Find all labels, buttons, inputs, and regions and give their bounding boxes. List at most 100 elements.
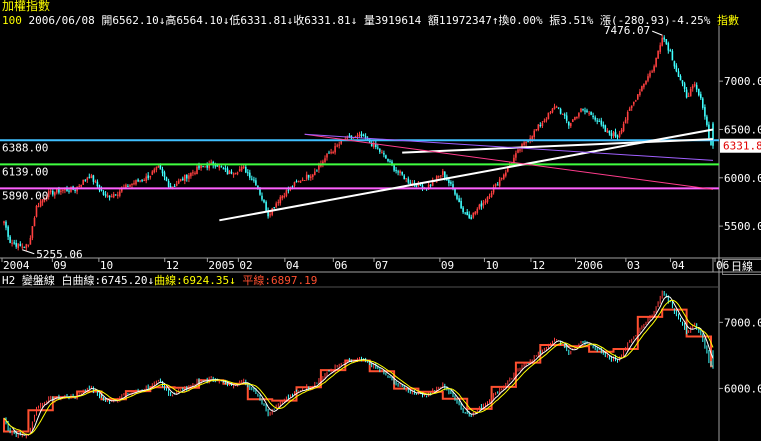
lower-candlestick-series xyxy=(3,290,714,439)
candle-body xyxy=(614,131,617,137)
candle-body xyxy=(43,198,46,201)
lower-y-tick-label: 7000.0 xyxy=(724,316,761,329)
candle-body xyxy=(476,208,479,213)
candle-body xyxy=(340,140,342,144)
candle-body xyxy=(403,175,405,179)
candle-body xyxy=(444,171,446,178)
candle-body xyxy=(287,189,290,191)
candle-body xyxy=(21,246,24,248)
candle-body xyxy=(407,178,410,183)
candle-body xyxy=(356,135,359,137)
candle-body xyxy=(253,179,255,181)
candle-body xyxy=(145,176,147,181)
candle-body xyxy=(92,175,95,182)
y-tick-label: 6500.0 xyxy=(724,123,761,136)
x-tick-label: 04 xyxy=(671,259,685,272)
y-tick-label: 7000.0 xyxy=(724,75,761,88)
info-open: 開6562.10↓ xyxy=(101,14,166,27)
candle-body xyxy=(563,114,566,116)
candle-body xyxy=(409,182,412,185)
x-tick-label: 2004 xyxy=(3,259,30,272)
candle-body xyxy=(112,194,115,198)
candle-body xyxy=(584,110,586,112)
candle-body xyxy=(62,189,64,191)
candle-body xyxy=(582,109,584,111)
candle-body xyxy=(387,159,389,162)
candle-body xyxy=(161,169,164,174)
candle-body xyxy=(249,172,251,178)
candle-body xyxy=(527,141,529,143)
period-button[interactable]: 日線 xyxy=(722,259,761,275)
candle-body xyxy=(472,212,475,218)
candle-body xyxy=(639,91,641,95)
support-label-green: 6139.00 xyxy=(2,165,48,178)
candle-body xyxy=(226,168,229,175)
candle-body xyxy=(448,179,450,183)
info-turnover: 換0.00% xyxy=(498,14,543,27)
candle-body xyxy=(202,166,204,168)
candle-body xyxy=(468,214,470,218)
candle-body xyxy=(651,71,653,73)
candle-body xyxy=(19,244,22,246)
candle-body xyxy=(691,85,694,89)
candle-body xyxy=(572,119,574,122)
candle-body xyxy=(52,191,54,195)
candle-body xyxy=(675,65,678,72)
candle-body xyxy=(58,189,60,193)
candle-body xyxy=(119,191,121,196)
candle-body xyxy=(600,120,603,125)
candle-body xyxy=(159,164,162,170)
candle-body xyxy=(285,190,288,197)
candle-body xyxy=(653,66,655,72)
candle-body xyxy=(133,183,135,185)
candle-body xyxy=(397,171,399,173)
candle-body xyxy=(671,51,674,61)
candle-body xyxy=(37,206,40,208)
candle-body xyxy=(149,175,152,178)
y-tick-label: 5500.0 xyxy=(724,220,761,233)
x-tick-label: 12 xyxy=(166,259,179,272)
candle-body xyxy=(192,172,194,174)
candle-body xyxy=(389,161,391,163)
candle-body xyxy=(312,174,314,177)
candle-body xyxy=(513,157,515,164)
candle-body xyxy=(259,188,261,195)
candle-body xyxy=(74,189,76,191)
candle-body xyxy=(303,180,306,181)
candle-body xyxy=(710,138,712,146)
candle-body xyxy=(551,108,554,113)
window-title: 加權指數 xyxy=(2,0,51,13)
candle-body xyxy=(393,165,395,171)
annotation-low-leader xyxy=(22,249,35,255)
candle-body xyxy=(570,123,572,127)
candle-body xyxy=(7,226,9,237)
lower-info-bar: H2 變盤線 白曲線:6745.20↓曲線:6924.35↓ 平線:6897.1… xyxy=(2,274,317,287)
candle-body xyxy=(391,161,393,165)
candle-body xyxy=(525,142,527,144)
candle-body xyxy=(310,176,312,178)
candle-body xyxy=(141,180,143,182)
candle-body xyxy=(628,108,631,111)
candle-body xyxy=(360,133,363,136)
candle-body xyxy=(224,168,227,170)
lower-yellow-line: 曲線:6924.35↓ xyxy=(154,274,236,287)
candle-body xyxy=(399,171,401,173)
candle-body xyxy=(492,187,495,193)
candle-body xyxy=(326,153,328,158)
candle-body xyxy=(316,170,318,172)
candle-body xyxy=(372,143,375,148)
candle-body xyxy=(521,144,523,149)
candle-body xyxy=(301,179,304,181)
candle-body xyxy=(265,201,267,212)
candle-body xyxy=(466,211,468,215)
candle-body xyxy=(5,221,7,228)
candle-body xyxy=(663,37,665,40)
candle-body xyxy=(456,194,458,199)
candle-body xyxy=(114,194,117,196)
candle-body xyxy=(667,43,670,51)
candle-body xyxy=(47,191,50,197)
candle-body xyxy=(279,197,282,204)
candle-body xyxy=(11,242,13,244)
candle-body xyxy=(421,185,424,189)
